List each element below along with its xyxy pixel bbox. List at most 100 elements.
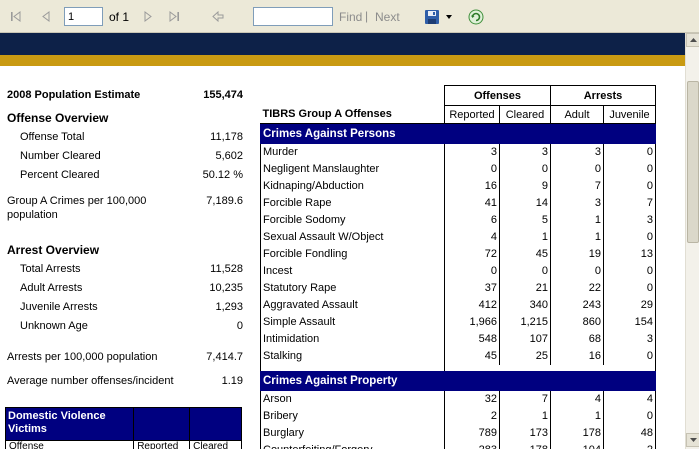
cleared-cell: 1 (499, 228, 551, 246)
adult-cell: 0 (550, 262, 604, 280)
refresh-icon[interactable] (467, 8, 485, 25)
juvenile-cell: 48 (603, 424, 656, 442)
table-row: Bribery 2 1 1 0 (260, 407, 656, 425)
reported-cell: 72 (444, 245, 500, 263)
export-save-icon[interactable] (423, 8, 441, 25)
juvenile-cell: 0 (603, 160, 656, 178)
last-page-icon[interactable] (166, 8, 182, 25)
category-heading-fill (444, 370, 656, 391)
report-banner (0, 33, 685, 55)
table-row: Murder 3 3 3 0 (260, 143, 656, 161)
offense-total-value: 11,178 (210, 131, 243, 143)
reported-cell: 41 (444, 194, 500, 212)
cleared-cell: 340 (499, 296, 551, 314)
avg-offenses-label: Average number offenses/incident (7, 375, 174, 387)
crimes-against-property-heading: Crimes Against Property (260, 370, 445, 391)
scrollbar-thumb[interactable] (687, 81, 699, 243)
juvenile-cell: 0 (603, 177, 656, 195)
table-row: Aggravated Assault 412 340 243 29 (260, 296, 656, 314)
adult-cell: 3 (550, 143, 604, 161)
reported-cell: 2 (444, 407, 500, 425)
column-header-offense-name: TIBRS Group A Offenses (260, 105, 445, 124)
reported-cell: 16 (444, 177, 500, 195)
reported-cell: 0 (444, 160, 500, 178)
domestic-violence-heading: Domestic Violence Victims (4, 407, 135, 441)
adult-cell: 22 (550, 279, 604, 297)
population-label: 2008 Population Estimate (7, 89, 141, 101)
table-row: Arson 32 7 4 4 (260, 390, 656, 408)
cleared-cell: 21 (499, 279, 551, 297)
page-count-label: of 1 (109, 10, 130, 24)
vertical-scrollbar[interactable] (685, 33, 699, 449)
section-spacer (444, 364, 656, 371)
number-cleared-value: 5,602 (215, 150, 243, 162)
cleared-cell: 173 (499, 424, 551, 442)
table-row: Burglary 789 173 178 48 (260, 424, 656, 442)
scroll-up-icon[interactable] (686, 33, 699, 47)
page-number-input[interactable] (64, 7, 103, 26)
offense-name-cell: Aggravated Assault (260, 296, 445, 314)
adult-cell: 1 (550, 228, 604, 246)
offense-name-cell: Burglary (260, 424, 445, 442)
reported-cell: 412 (444, 296, 500, 314)
cleared-cell: 9 (499, 177, 551, 195)
report-toolbar: of 1 Find | Next (0, 0, 699, 33)
group-a-label-line2: population (7, 209, 58, 221)
cleared-cell: 25 (499, 347, 551, 365)
offense-name-cell: Statutory Rape (260, 279, 445, 297)
offense-name-cell: Simple Assault (260, 313, 445, 331)
cleared-cell: 3 (499, 143, 551, 161)
juvenile-cell: 3 (603, 211, 656, 229)
juvenile-cell: 0 (603, 347, 656, 365)
find-separator: | (365, 9, 369, 23)
back-to-parent-icon[interactable] (210, 8, 226, 25)
table-row: Simple Assault 1,966 1,215 860 154 (260, 313, 656, 331)
juvenile-cell: 4 (603, 390, 656, 408)
cleared-cell: 7 (499, 390, 551, 408)
juvenile-arrests-label: Juvenile Arrests (20, 301, 98, 313)
number-cleared-label: Number Cleared (20, 150, 101, 162)
table-row: Forcible Rape 41 14 3 7 (260, 194, 656, 212)
table-row: Incest 0 0 0 0 (260, 262, 656, 280)
dv-heading-blank (133, 407, 191, 441)
export-dropdown-chevron-down-icon[interactable] (444, 8, 454, 25)
find-link[interactable]: Find (339, 10, 363, 24)
adult-cell: 7 (550, 177, 604, 195)
offense-total-label: Offense Total (20, 131, 85, 143)
find-text-input[interactable] (253, 7, 333, 26)
section-spacer (260, 364, 445, 371)
adult-cell: 1 (550, 407, 604, 425)
dv-heading-blank (189, 407, 242, 441)
total-arrests-label: Total Arrests (20, 263, 81, 275)
adult-cell: 243 (550, 296, 604, 314)
juvenile-cell: 7 (603, 194, 656, 212)
adult-cell: 1 (550, 211, 604, 229)
first-page-icon[interactable] (8, 8, 24, 25)
table-row: Stalking 45 25 16 0 (260, 347, 656, 365)
scroll-down-icon[interactable] (686, 433, 699, 447)
next-page-icon[interactable] (140, 8, 156, 25)
category-heading-fill (444, 123, 656, 144)
avg-offenses-value: 1.19 (221, 375, 243, 387)
population-value: 155,474 (203, 89, 243, 101)
cleared-cell: 0 (499, 160, 551, 178)
column-header-reported: Reported (444, 105, 500, 124)
previous-page-icon[interactable] (38, 8, 54, 25)
juvenile-cell: 29 (603, 296, 656, 314)
offense-name-cell: Arson (260, 390, 445, 408)
group-a-value: 7,189.6 (206, 195, 243, 207)
find-next-link[interactable]: Next (375, 10, 400, 24)
offense-name-cell: Incest (260, 262, 445, 280)
unknown-age-label: Unknown Age (20, 320, 88, 332)
reported-cell: 37 (444, 279, 500, 297)
unknown-age-value: 0 (236, 320, 243, 332)
cleared-cell: 0 (499, 262, 551, 280)
percent-cleared-value: 50.12 % (202, 169, 243, 181)
reported-cell: 789 (444, 424, 500, 442)
tibrs-offenses-table: Offenses Arrests TIBRS Group A Offenses … (260, 85, 656, 449)
arrests-per-100k-label: Arrests per 100,000 population (7, 351, 158, 363)
offense-overview-heading: Offense Overview (7, 111, 109, 125)
arrests-group-header: Arrests (550, 85, 656, 106)
adult-cell: 104 (550, 441, 604, 449)
reported-cell: 32 (444, 390, 500, 408)
